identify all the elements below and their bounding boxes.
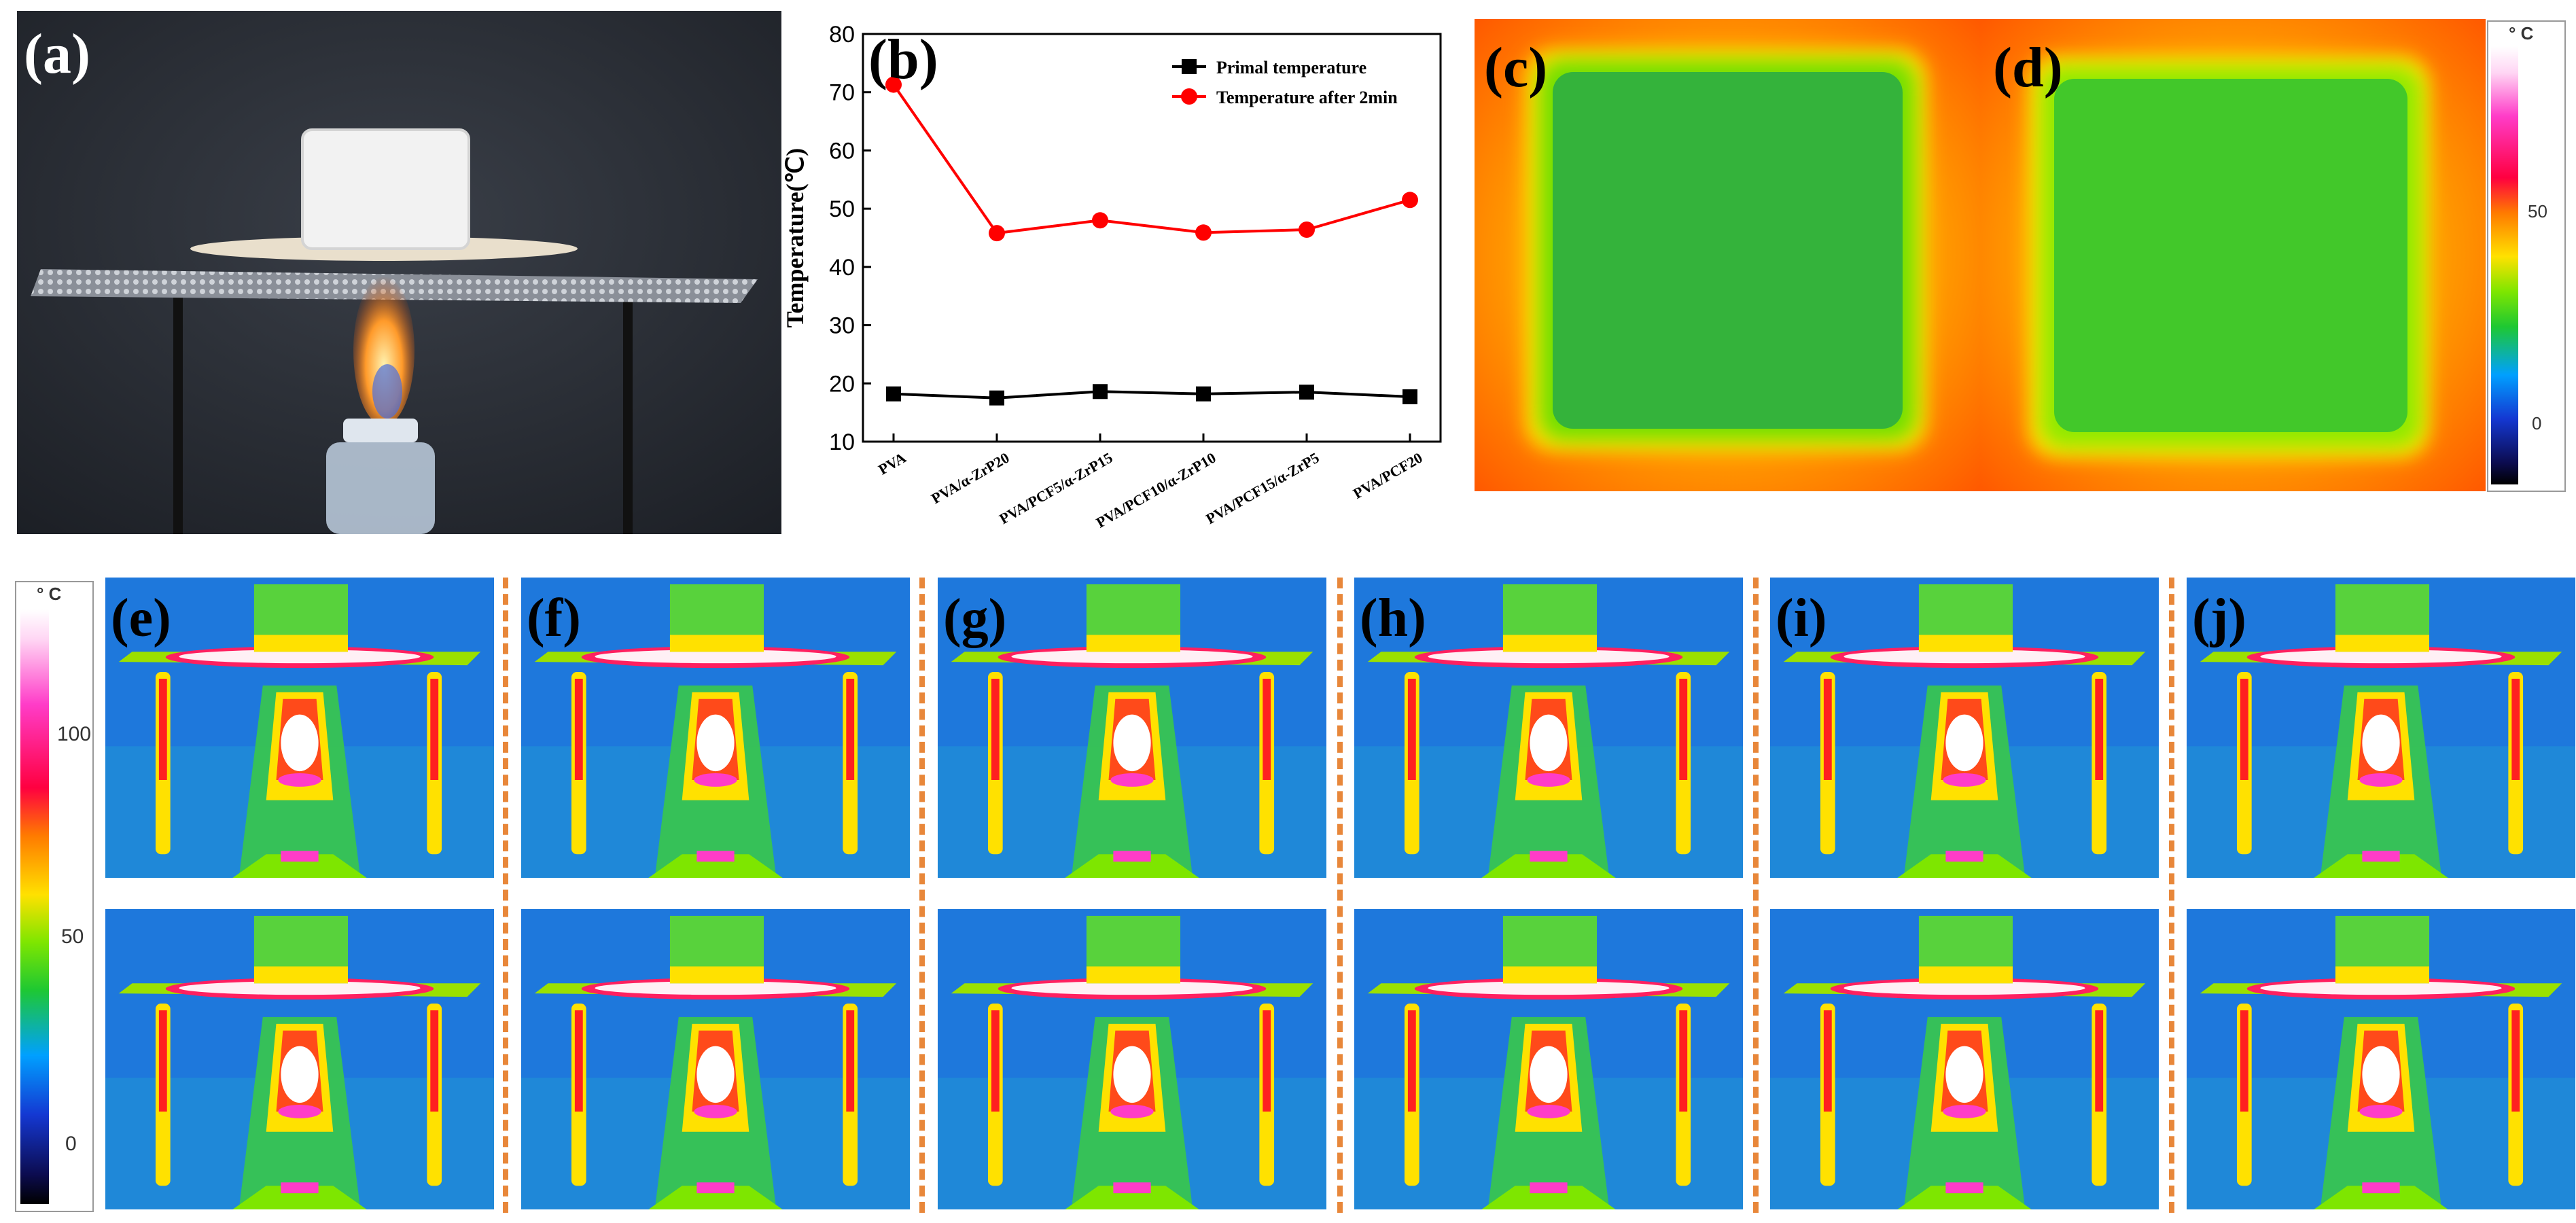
colorbar-left-tick-100: 100 [57,723,92,745]
panel-d-label: (d) [1993,36,2063,99]
legend-primal-temperature: Primal temperature [1216,58,1366,77]
plot-frame [862,33,1442,443]
series-line-0 [893,390,1411,400]
colorbar-top-tick-0: 0 [2532,413,2542,433]
colorbar-left: ° C 100 50 0 [15,581,94,1212]
panel-c-label: (c) [1484,36,1548,99]
y-tick-label: 10 [829,429,855,455]
separator-g-h [1337,578,1343,1213]
separator-f-g [919,578,925,1213]
colorbar-top-unit: ° C [2509,23,2534,43]
thermal-panel-f-top: (f) [521,578,910,878]
series-0-point-4 [1299,385,1314,400]
series-1-point-0 [885,76,902,93]
legend: Primal temperature Temperature after 2mi… [1172,58,1398,107]
thermal-panel-i-top: (i) [1770,578,2159,878]
panel-b-label: (b) [868,28,938,91]
thermal-panel-h-top: (h) [1354,578,1743,878]
panel-e-label: (e) [111,588,171,648]
y-tick-label: 30 [829,313,855,339]
thermal-panel-e-top: (e) [105,578,494,878]
separator-i-j [2169,578,2174,1213]
y-tick-label: 50 [829,196,855,222]
legend-marker-after-2min [1181,88,1197,105]
thermal-panel-j-bottom [2187,909,2575,1209]
colorbar-left-gradient [20,609,49,1204]
y-tick-label: 70 [829,80,855,106]
colorbar-top-gradient [2491,46,2518,484]
series-1-point-3 [1195,224,1212,241]
thermal-panel-h-bottom [1354,909,1743,1209]
series-0-point-5 [1402,389,1417,404]
x-tick-label: PVA/PCF20 [1350,449,1426,502]
thermal-panel-f-bottom [521,909,910,1209]
panel-h-label: (h) [1360,588,1426,648]
panel-a-label: (a) [24,22,90,86]
burner-photo [17,11,781,534]
thermal-panel-j-top: (j) [2187,578,2575,878]
series-1-point-2 [1092,212,1108,229]
x-tick-label: PVA/α-ZrP20 [928,449,1012,508]
legend-temperature-after-2min: Temperature after 2min [1216,88,1398,107]
thermal-panel-e-bottom [105,909,494,1209]
series-line-1 [892,84,1411,235]
panel-c-thermal: (c) [1475,19,1981,491]
y-tick-label: 40 [829,255,855,281]
colorbar-left-tick-0: 0 [65,1133,77,1155]
panel-j-label: (j) [2192,588,2246,648]
series-1-point-4 [1299,221,1315,238]
panel-g-label: (g) [943,588,1007,648]
y-tick-label: 80 [829,22,855,48]
thermal-image-d [1981,19,2486,491]
y-tick-label: 60 [829,138,855,164]
thermal-panel-g-bottom [938,909,1326,1209]
colorbar-top: ° C 50 0 [2487,20,2566,492]
panel-a-photo: (a) [17,11,781,534]
thermal-panel-i-bottom [1770,909,2159,1209]
x-tick-label: PVA [875,449,908,478]
colorbar-top-tick-50: 50 [2528,201,2547,221]
separator-h-i [1753,578,1759,1213]
series-0-point-2 [1093,384,1108,400]
series-0-point-1 [989,390,1004,406]
colorbar-left-tick-50: 50 [61,925,84,948]
panel-b-chart: 10 20 30 40 50 60 70 80 PVA PVA/α-ZrP20 PVA/PCF5/… [781,7,1454,537]
series-1-point-5 [1402,192,1418,209]
panel-f-label: (f) [527,588,581,648]
series-0-point-3 [1196,386,1211,402]
series-0-point-0 [886,386,901,402]
legend-marker-primal [1182,59,1197,74]
colorbar-left-unit: ° C [37,584,62,604]
thermal-image-c [1475,19,1981,491]
x-tick-label: PVA/PCF15/α-ZrP5 [1203,449,1322,528]
series-1-point-1 [989,225,1005,242]
y-axis-label: Temperature(℃) [781,148,809,327]
y-tick-label: 20 [829,371,855,397]
panel-d-thermal: (d) [1981,19,2486,491]
separator-e-f [503,578,508,1213]
panel-i-label: (i) [1776,588,1827,648]
thermal-panel-g-top: (g) [938,578,1326,878]
